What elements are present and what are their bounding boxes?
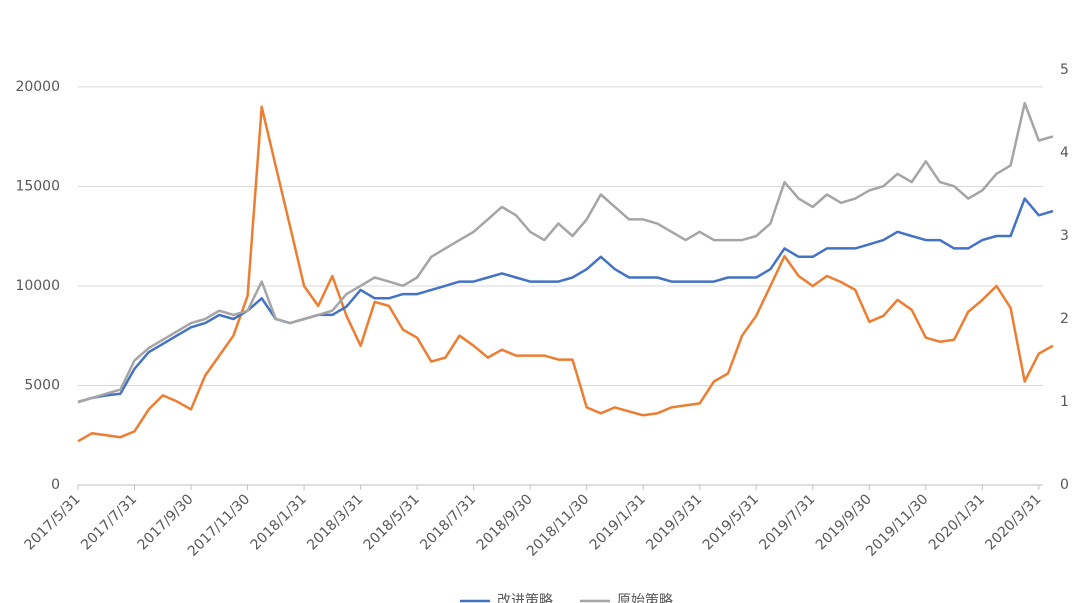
series-line (77, 105, 1054, 443)
x-tick-label: 2019/1/31 (587, 491, 649, 553)
y-tick-label: 5000 (24, 377, 60, 393)
y2-tick-label: 1 (1060, 394, 1069, 410)
y2-tick-label: 3 (1060, 228, 1069, 244)
y2-tick-label: 5 (1060, 62, 1069, 78)
x-tick-label: 2018/9/30 (474, 491, 536, 553)
x-tick-label: 2020/3/31 (982, 491, 1044, 553)
y-tick-label: 0 (51, 477, 60, 493)
x-tick-label: 2018/7/31 (417, 491, 479, 553)
y-tick-label: 20000 (15, 79, 60, 95)
y2-tick-label: 0 (1060, 477, 1069, 493)
legend-label: 改进策略 (497, 592, 553, 603)
legend-label: 原始策略 (617, 592, 673, 603)
y-tick-label: 10000 (15, 278, 60, 294)
y-tick-label: 15000 (15, 178, 60, 194)
x-tick-label: 2017/5/31 (22, 491, 84, 553)
x-tick-label: 2019/5/31 (700, 491, 762, 553)
x-tick-label: 2018/1/31 (248, 491, 310, 553)
x-tick-label: 2019/3/31 (643, 491, 705, 553)
x-tick-label: 2019/7/31 (756, 491, 818, 553)
series-line (77, 197, 1054, 404)
x-tick-label: 2018/5/31 (361, 491, 423, 553)
y2-tick-label: 4 (1060, 145, 1069, 161)
x-tick-label: 2020/1/31 (926, 491, 988, 553)
x-tick-label: 2017/7/31 (78, 491, 140, 553)
x-tick-label: 2019/9/30 (813, 491, 875, 553)
series-line (77, 101, 1054, 404)
x-tick-label: 2017/9/30 (135, 491, 197, 553)
y2-tick-label: 2 (1060, 311, 1069, 327)
x-tick-label: 2018/3/31 (304, 491, 366, 553)
